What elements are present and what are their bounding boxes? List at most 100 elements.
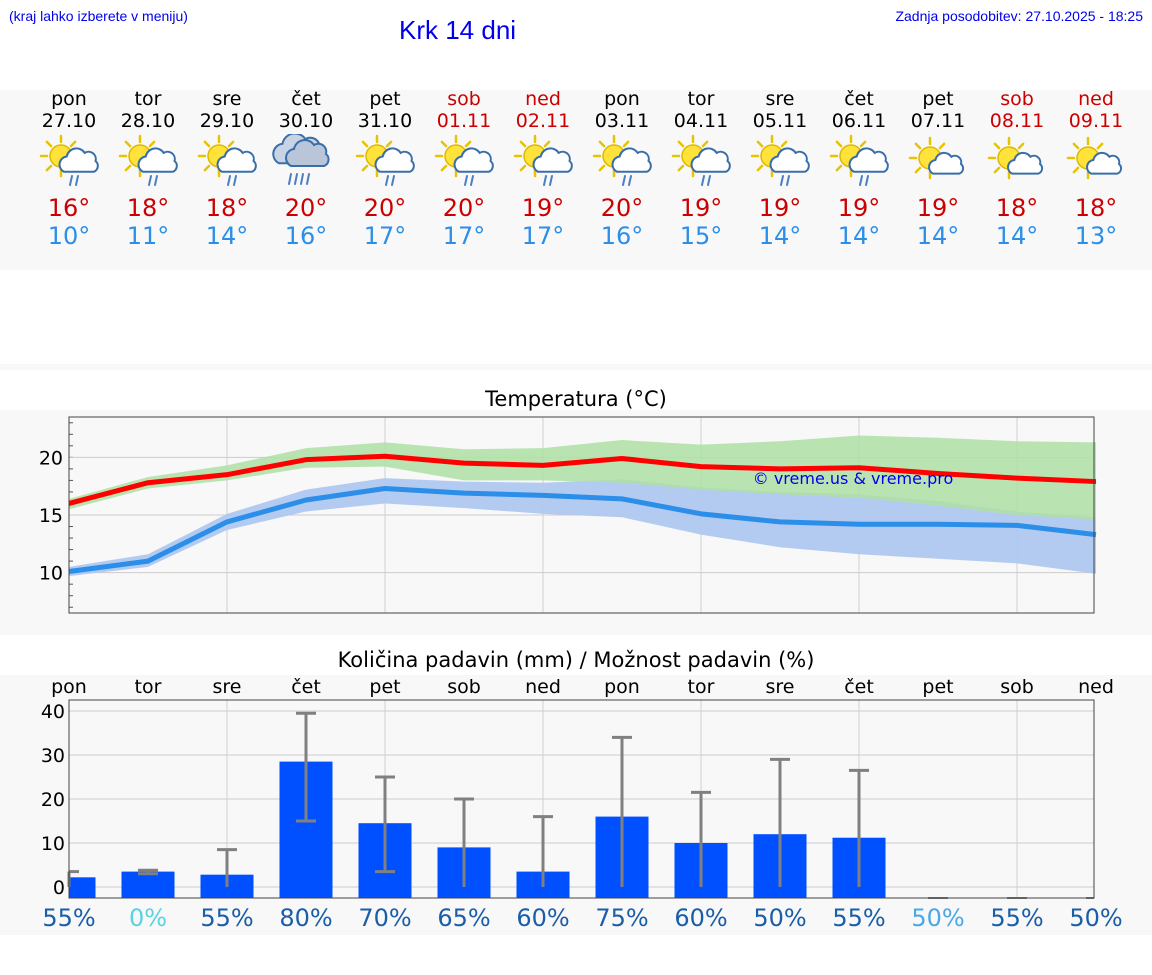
- day-name: tor: [687, 88, 715, 110]
- precipitation-chance-label: 75%: [595, 904, 648, 932]
- min-temperature: 14°: [837, 222, 881, 250]
- day-date: 08.11: [989, 110, 1045, 132]
- day-forecast-column: pon 27.10 16° 10°: [29, 88, 109, 250]
- temperature-chart: 10 15 20 © vreme.us & vreme.pro: [39, 416, 1097, 614]
- sun-cloud-rain-icon: [750, 134, 810, 186]
- min-temperature: 16°: [284, 222, 328, 250]
- day-date: 09.11: [1068, 110, 1124, 132]
- day-name: pet: [922, 88, 954, 110]
- day-axis-label: tor: [135, 676, 162, 698]
- precipitation-chance-label: 70%: [358, 904, 411, 932]
- sun-cloud-icon: [908, 136, 964, 180]
- city-menu-hint-link[interactable]: (kraj lahko izberete v meniju): [9, 8, 188, 24]
- day-name: pet: [369, 88, 401, 110]
- day-name: ned: [1078, 88, 1114, 110]
- day-forecast-column: pon 03.11 20° 16°: [582, 88, 662, 250]
- max-temperature: 20°: [363, 194, 407, 222]
- max-temperature-line: [68, 453, 1097, 506]
- day-axis-label: sob: [1000, 676, 1034, 698]
- max-temperature: 18°: [1074, 194, 1118, 222]
- sun-cloud-rain-icon: [118, 134, 178, 186]
- y-tick-label: 20: [41, 789, 65, 811]
- day-date: 28.10: [120, 110, 176, 132]
- min-temperature: 14°: [995, 222, 1039, 250]
- sun-cloud-rain-icon: [829, 134, 889, 186]
- heavy-rain-cloud-icon: [272, 134, 330, 185]
- day-date: 04.11: [673, 110, 729, 132]
- max-temperature: 18°: [995, 194, 1039, 222]
- min-temperature: 17°: [363, 222, 407, 250]
- max-temperature: 19°: [758, 194, 802, 222]
- day-axis-label: tor: [688, 676, 715, 698]
- precipitation-chance-label: 55%: [990, 904, 1043, 932]
- precipitation-bar: [121, 871, 175, 898]
- day-axis-label: sob: [447, 676, 481, 698]
- precipitation-chance-label: 55%: [200, 904, 253, 932]
- max-temperature: 16°: [47, 194, 91, 222]
- day-forecast-column: pet 31.10 20° 17°: [345, 88, 425, 250]
- day-axis-label: čet: [844, 676, 874, 698]
- day-name: sre: [212, 88, 242, 110]
- watermark-text: © vreme.us & vreme.pro: [753, 469, 954, 488]
- day-axis-label: čet: [291, 676, 321, 698]
- day-forecast-column: ned 09.11 18° 13°: [1056, 88, 1136, 250]
- day-axis-label: ned: [525, 676, 561, 698]
- day-date: 31.10: [357, 110, 413, 132]
- precipitation-chance-label: 55%: [832, 904, 885, 932]
- day-date: 05.11: [752, 110, 808, 132]
- min-temperature: 14°: [758, 222, 802, 250]
- day-forecast-column: čet 06.11 19° 14°: [819, 88, 899, 250]
- day-name: tor: [134, 88, 162, 110]
- day-forecast-column: pet 07.11 19° 14°: [898, 88, 978, 250]
- max-temperature: 20°: [600, 194, 644, 222]
- day-name: čet: [291, 88, 321, 110]
- separator-band: [0, 364, 1152, 370]
- precipitation-chance-label: 65%: [437, 904, 490, 932]
- precipitation-chance-label: 80%: [279, 904, 332, 932]
- y-tick-label: 0: [53, 877, 65, 899]
- plot-frame: [68, 416, 1095, 614]
- precipitation-bar: [69, 877, 96, 898]
- day-forecast-column: sob 01.11 20° 17°: [424, 88, 504, 250]
- y-tick-label: 15: [39, 505, 63, 527]
- sun-cloud-icon: [1066, 136, 1122, 180]
- day-name: pon: [604, 88, 640, 110]
- y-tick-label: 30: [41, 745, 65, 767]
- sun-cloud-rain-icon: [355, 134, 415, 186]
- min-temperature-band: [69, 478, 1096, 577]
- max-temperature: 19°: [837, 194, 881, 222]
- min-temperature: 10°: [47, 222, 91, 250]
- last-update-text: Zadnja posodobitev: 27.10.2025 - 18:25: [895, 8, 1143, 24]
- day-forecast-column: čet 30.10 20° 16°: [266, 88, 346, 250]
- day-date: 06.11: [831, 110, 887, 132]
- day-axis-label: ned: [1078, 676, 1114, 698]
- precipitation-chart: 0 10 20 30 40 pon tor sre čet pet sob ned pon tor sre č…: [41, 676, 1123, 932]
- day-name: sre: [765, 88, 795, 110]
- plot-frame: [68, 699, 1095, 899]
- day-forecast-column: ned 02.11 19° 17°: [503, 88, 583, 250]
- min-temperature: 14°: [205, 222, 249, 250]
- min-temperature: 14°: [916, 222, 960, 250]
- min-temperature: 17°: [521, 222, 565, 250]
- day-date: 01.11: [436, 110, 492, 132]
- day-date: 29.10: [199, 110, 255, 132]
- day-date: 02.11: [515, 110, 571, 132]
- precipitation-chance-label: 60%: [674, 904, 727, 932]
- max-temperature: 20°: [442, 194, 486, 222]
- precipitation-chart-title: Količina padavin (mm) / Možnost padavin …: [337, 648, 815, 672]
- max-temperature: 18°: [205, 194, 249, 222]
- day-name: sob: [1000, 88, 1034, 110]
- precipitation-chance-label: 50%: [1069, 904, 1122, 932]
- day-axis-label: pon: [51, 676, 87, 698]
- day-date: 27.10: [41, 110, 97, 132]
- day-axis-label: pet: [369, 676, 400, 698]
- day-name: sob: [447, 88, 481, 110]
- day-forecast-column: sre 29.10 18° 14°: [187, 88, 267, 250]
- max-temperature: 20°: [284, 194, 328, 222]
- sun-cloud-rain-icon: [592, 134, 652, 186]
- min-temperature: 13°: [1074, 222, 1118, 250]
- y-tick-label: 40: [41, 701, 65, 723]
- day-date: 07.11: [910, 110, 966, 132]
- day-date: 30.10: [278, 110, 334, 132]
- day-axis-label: sre: [766, 676, 795, 698]
